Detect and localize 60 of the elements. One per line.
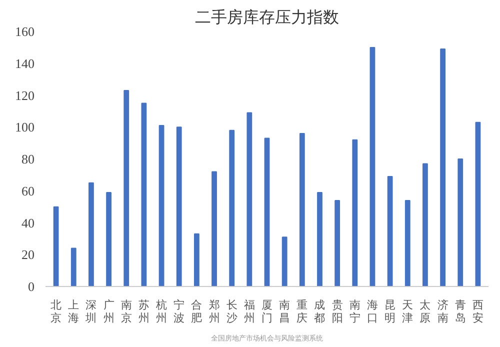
bar (141, 102, 147, 286)
x-tick-label: 厦门 (262, 298, 272, 324)
bar (422, 163, 428, 286)
y-tick-label: 60 (22, 183, 34, 198)
y-tick-label: 20 (22, 247, 34, 262)
bar (176, 126, 182, 286)
bar (88, 182, 94, 286)
bar (352, 139, 358, 286)
bar (387, 176, 393, 286)
y-tick-label: 80 (22, 152, 34, 166)
x-tick-label: 北京 (50, 298, 62, 324)
x-tick-label: 广州 (103, 298, 114, 324)
x-tick-label: 郑州 (208, 298, 220, 324)
bar (212, 171, 217, 286)
x-tick-label: 南昌 (279, 298, 290, 324)
x-tick-label: 重庆 (296, 298, 308, 324)
x-tick-label: 南京 (120, 298, 132, 324)
x-tick-label: 杭州 (155, 298, 168, 324)
chart-title: 二手房库存压力指数 (195, 8, 339, 26)
bar (299, 133, 305, 286)
x-tick-label: 深圳 (84, 298, 97, 324)
y-tick-label: 120 (15, 88, 34, 103)
bar (246, 112, 252, 286)
y-tick-label: 100 (15, 120, 34, 135)
x-tick-label: 福州 (244, 298, 255, 324)
x-tick-label: 济南 (437, 298, 448, 324)
bar (264, 138, 270, 286)
bar (229, 130, 235, 286)
x-tick-label: 贵阳 (332, 298, 343, 324)
y-tick-label: 140 (15, 56, 34, 71)
bar (124, 90, 130, 286)
bar (317, 192, 322, 286)
bar (370, 46, 376, 286)
x-tick-label: 天津 (402, 298, 414, 324)
bar (70, 248, 76, 286)
y-tick-label: 160 (15, 24, 34, 39)
bar (53, 206, 59, 286)
bar (158, 125, 164, 286)
bar (440, 48, 446, 286)
bar (282, 236, 288, 286)
x-tick-label: 西安 (472, 298, 484, 324)
bar (334, 200, 340, 286)
x-tick-label: 青岛 (454, 298, 466, 324)
bar (106, 192, 112, 286)
x-tick-label: 宁波 (174, 298, 185, 324)
bar (194, 233, 200, 286)
y-tick-label: 40 (22, 215, 34, 230)
x-tick-label: 南宁 (349, 298, 360, 324)
x-tick-label: 合肥 (191, 298, 202, 324)
x-tick-label: 苏州 (138, 298, 150, 324)
y-tick-label: 0 (28, 279, 34, 294)
x-tick-label: 太原 (420, 298, 431, 324)
x-tick-label: 海口 (366, 298, 378, 324)
x-tick-label: 昆明 (384, 298, 396, 324)
x-tick-label: 成都 (314, 298, 326, 324)
bar (404, 200, 410, 286)
x-tick-label: 上海 (68, 298, 80, 324)
x-tick-label: 长沙 (226, 298, 238, 324)
bar (475, 122, 481, 286)
bar (458, 158, 464, 286)
